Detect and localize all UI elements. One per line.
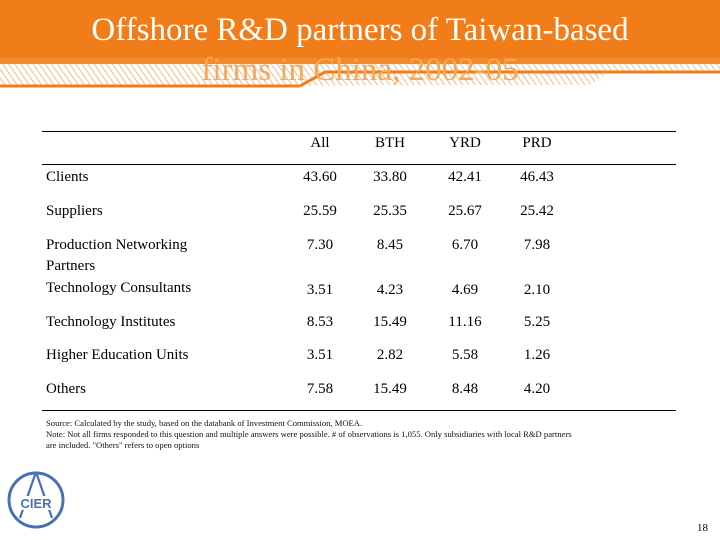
row-label: Higher Education Units bbox=[46, 345, 188, 366]
table-header-rule bbox=[42, 164, 676, 165]
row-label: Suppliers bbox=[46, 201, 103, 222]
cell-value: 4.23 bbox=[355, 280, 425, 301]
cell-value: 3.51 bbox=[285, 280, 355, 301]
cell-value: 7.30 bbox=[285, 235, 355, 256]
cell-value: 25.59 bbox=[285, 201, 355, 222]
cell-value: 6.70 bbox=[430, 235, 500, 256]
cell-value: 2.10 bbox=[502, 280, 572, 301]
column-header-bth: BTH bbox=[355, 133, 425, 154]
cell-value: 25.67 bbox=[430, 201, 500, 222]
cell-value: 33.80 bbox=[355, 167, 425, 188]
title-line-2: firms in China, 2002-05 bbox=[30, 50, 690, 90]
cell-value: 4.20 bbox=[502, 379, 572, 400]
title-line-1: Offshore R&D partners of Taiwan-based bbox=[30, 10, 690, 50]
cell-value: 8.48 bbox=[430, 379, 500, 400]
cell-value: 7.98 bbox=[502, 235, 572, 256]
cell-value: 25.42 bbox=[502, 201, 572, 222]
cell-value: 8.53 bbox=[285, 312, 355, 333]
cell-value: 15.49 bbox=[355, 379, 425, 400]
cell-value: 15.49 bbox=[355, 312, 425, 333]
cell-value: 42.41 bbox=[430, 167, 500, 188]
cier-logo: CIER bbox=[6, 466, 66, 532]
row-label: Others bbox=[46, 379, 86, 400]
title-band: Offshore R&D partners of Taiwan-based fi… bbox=[0, 0, 720, 98]
row-label: Production Networking bbox=[46, 235, 187, 256]
table-top-rule bbox=[42, 131, 676, 132]
cell-value: 43.60 bbox=[285, 167, 355, 188]
cell-value: 25.35 bbox=[355, 201, 425, 222]
cell-value: 46.43 bbox=[502, 167, 572, 188]
column-header-prd: PRD bbox=[502, 133, 572, 154]
cell-value: 5.25 bbox=[502, 312, 572, 333]
logo-text: CIER bbox=[20, 496, 52, 511]
cell-value: 5.58 bbox=[430, 345, 500, 366]
cell-value: 8.45 bbox=[355, 235, 425, 256]
cell-value: 2.82 bbox=[355, 345, 425, 366]
page-number: 18 bbox=[697, 522, 708, 534]
table-bottom-rule bbox=[42, 410, 676, 411]
cell-value: 1.26 bbox=[502, 345, 572, 366]
row-label-continued: Partners bbox=[46, 256, 95, 277]
row-label: Clients bbox=[46, 167, 89, 188]
footnote-line-2: are included. "Others" refers to open op… bbox=[46, 440, 199, 451]
page-title: Offshore R&D partners of Taiwan-based fi… bbox=[30, 10, 690, 90]
cell-value: 11.16 bbox=[430, 312, 500, 333]
row-label: Technology Institutes bbox=[46, 312, 175, 333]
column-header-yrd: YRD bbox=[430, 133, 500, 154]
cell-value: 3.51 bbox=[285, 345, 355, 366]
footnote-line-1: Note: Not all firms responded to this qu… bbox=[46, 429, 572, 440]
row-label: Technology Consultants bbox=[46, 278, 191, 299]
source-note: Source: Calculated by the study, based o… bbox=[46, 418, 362, 429]
column-header-all: All bbox=[285, 133, 355, 154]
cell-value: 7.58 bbox=[285, 379, 355, 400]
cell-value: 4.69 bbox=[430, 280, 500, 301]
